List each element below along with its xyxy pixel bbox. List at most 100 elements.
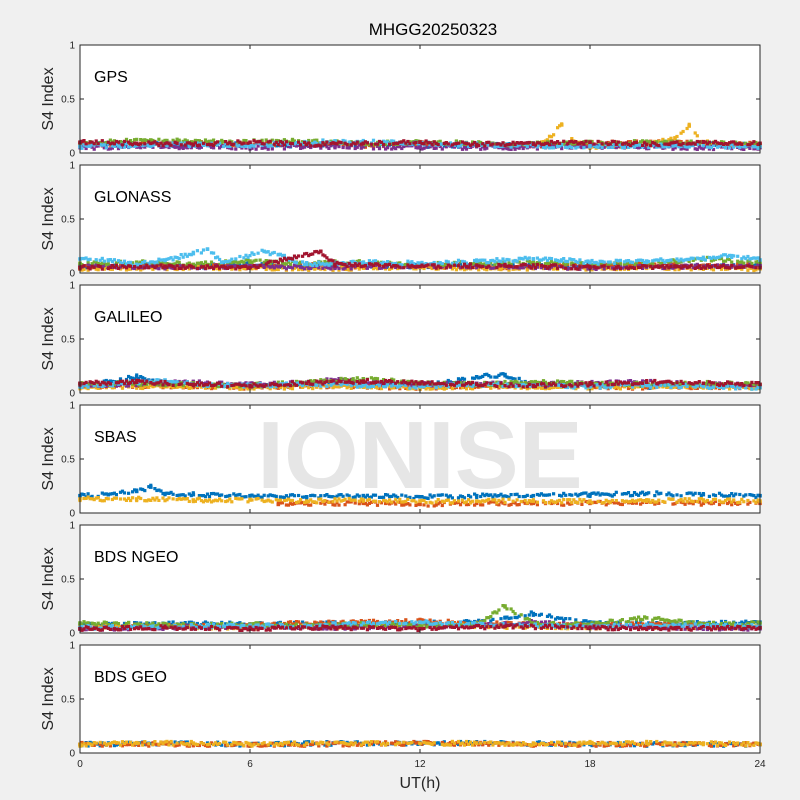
data-point bbox=[509, 147, 513, 151]
data-point bbox=[750, 266, 754, 270]
data-point bbox=[161, 263, 165, 267]
data-point bbox=[82, 143, 86, 147]
data-point bbox=[250, 251, 254, 255]
data-point bbox=[96, 261, 100, 266]
data-point bbox=[432, 143, 436, 147]
data-point bbox=[304, 142, 309, 147]
data-point bbox=[141, 138, 145, 142]
data-point bbox=[228, 140, 232, 145]
data-point bbox=[734, 384, 738, 388]
data-point bbox=[549, 265, 554, 269]
data-point bbox=[242, 263, 246, 267]
data-point bbox=[179, 385, 183, 389]
data-point bbox=[179, 253, 183, 257]
data-point bbox=[564, 265, 568, 269]
data-point bbox=[86, 382, 90, 386]
data-point bbox=[209, 265, 214, 269]
data-point bbox=[207, 142, 212, 146]
data-point bbox=[442, 144, 446, 148]
data-point bbox=[626, 386, 631, 391]
data-point bbox=[707, 255, 711, 260]
data-point bbox=[341, 265, 345, 269]
data-point bbox=[422, 266, 426, 271]
data-point bbox=[345, 264, 349, 268]
data-point bbox=[406, 259, 410, 263]
data-point bbox=[266, 140, 270, 144]
data-point bbox=[118, 140, 123, 144]
data-point bbox=[398, 263, 402, 267]
data-point bbox=[525, 268, 529, 272]
data-point bbox=[351, 379, 355, 383]
data-point bbox=[276, 142, 280, 147]
data-point bbox=[675, 257, 679, 261]
data-point bbox=[632, 385, 637, 390]
data-point bbox=[329, 262, 333, 266]
data-point bbox=[234, 143, 238, 147]
data-point bbox=[278, 252, 282, 256]
data-point bbox=[100, 267, 104, 271]
data-point bbox=[104, 143, 108, 147]
data-point bbox=[171, 385, 175, 390]
data-point bbox=[651, 384, 655, 388]
data-point bbox=[669, 258, 673, 262]
data-point bbox=[392, 139, 396, 143]
data-point bbox=[552, 263, 556, 267]
data-point bbox=[554, 263, 558, 267]
data-point bbox=[161, 139, 165, 143]
data-point bbox=[717, 141, 722, 146]
data-point bbox=[558, 264, 562, 269]
data-point bbox=[562, 261, 566, 265]
data-point bbox=[203, 266, 208, 270]
data-point bbox=[527, 386, 531, 390]
data-point bbox=[392, 142, 396, 146]
data-point bbox=[112, 386, 116, 390]
data-point bbox=[681, 146, 685, 150]
data-point bbox=[493, 266, 497, 270]
data-point bbox=[653, 139, 657, 143]
data-point bbox=[84, 266, 88, 270]
data-point bbox=[624, 141, 628, 145]
figure-title: MHGG20250323 bbox=[369, 20, 498, 39]
data-point bbox=[738, 141, 742, 145]
data-point bbox=[665, 264, 669, 268]
data-point bbox=[256, 140, 260, 144]
data-point bbox=[167, 145, 171, 150]
data-point bbox=[118, 265, 123, 269]
data-point bbox=[624, 259, 628, 263]
data-point bbox=[179, 264, 183, 268]
data-point bbox=[594, 266, 598, 270]
data-point bbox=[240, 259, 244, 263]
data-point bbox=[377, 139, 382, 144]
data-point bbox=[452, 386, 456, 390]
data-point bbox=[685, 145, 689, 149]
data-point bbox=[673, 140, 677, 144]
data-point bbox=[359, 261, 363, 265]
data-point bbox=[543, 265, 548, 269]
data-point bbox=[222, 140, 226, 144]
y-tick-label: 0.5 bbox=[61, 95, 75, 106]
data-point bbox=[430, 387, 434, 391]
data-point bbox=[430, 263, 434, 267]
data-point bbox=[620, 266, 624, 270]
data-point bbox=[479, 140, 483, 145]
data-point bbox=[501, 263, 505, 267]
data-point bbox=[201, 248, 206, 252]
data-point bbox=[703, 142, 707, 146]
data-point bbox=[483, 144, 487, 148]
data-point bbox=[436, 143, 440, 147]
data-point bbox=[232, 385, 236, 389]
data-point bbox=[446, 260, 450, 264]
data-point bbox=[80, 268, 84, 272]
data-point bbox=[456, 144, 461, 148]
data-point bbox=[590, 145, 594, 149]
data-point bbox=[244, 144, 248, 148]
data-point bbox=[547, 256, 552, 260]
data-point bbox=[511, 377, 515, 381]
data-point bbox=[612, 386, 616, 390]
data-point bbox=[199, 265, 203, 269]
data-point bbox=[424, 264, 428, 268]
data-point bbox=[313, 250, 317, 254]
data-point bbox=[232, 262, 236, 267]
data-point bbox=[124, 266, 129, 270]
data-point bbox=[149, 138, 153, 142]
